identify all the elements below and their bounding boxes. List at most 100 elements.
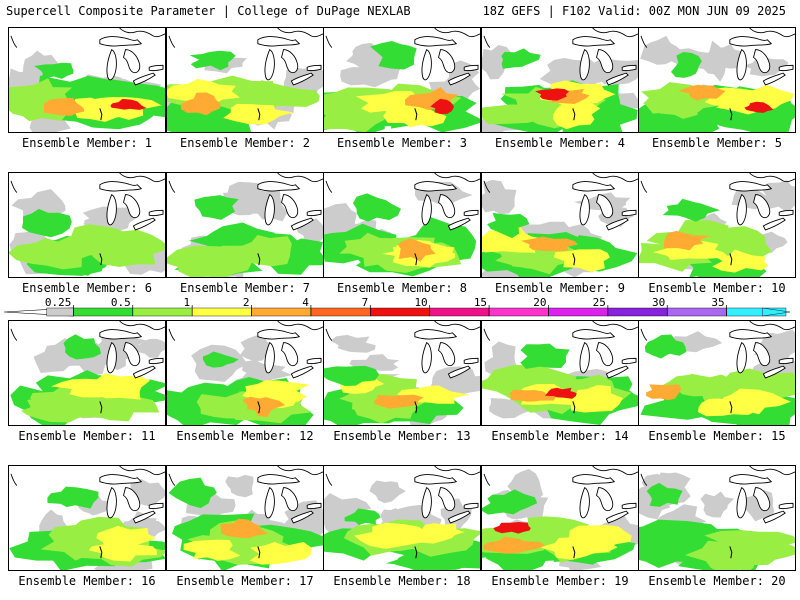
ensemble-map-8 bbox=[323, 172, 481, 278]
scp-contour-fill bbox=[662, 198, 720, 222]
scp-contour-fill bbox=[183, 539, 241, 561]
great-lakes-outline bbox=[290, 510, 314, 524]
great-lakes-outline bbox=[605, 510, 629, 524]
legend-tick-label: 1 bbox=[184, 296, 191, 309]
scp-contour-fill bbox=[567, 384, 623, 413]
scp-contour-fill bbox=[411, 523, 465, 544]
great-lakes-outline bbox=[414, 36, 458, 47]
great-lakes-outline bbox=[749, 28, 795, 38]
scp-contour-fill bbox=[383, 104, 447, 128]
model-run-info: 18Z GEFS | F102 Valid: 00Z MON JUN 09 20… bbox=[482, 4, 786, 18]
scp-contour-fill bbox=[324, 492, 372, 525]
scp-contour-fill bbox=[242, 380, 310, 404]
scp-field-map bbox=[482, 466, 638, 570]
ensemble-member-label: Ensemble Member: 10 bbox=[648, 281, 786, 295]
scp-field-map bbox=[9, 466, 165, 570]
scp-contour-fill bbox=[659, 374, 736, 398]
ensemble-member-label: Ensemble Member: 17 bbox=[176, 574, 314, 588]
scp-field-map bbox=[482, 321, 638, 425]
great-lakes-outline bbox=[119, 28, 165, 38]
legend-tick-label: 0.25 bbox=[45, 296, 72, 309]
great-lakes-outline bbox=[106, 341, 117, 374]
scp-contour-fill bbox=[330, 334, 376, 353]
great-lakes-outline bbox=[596, 342, 614, 367]
legend-tick-label: 35 bbox=[711, 296, 724, 309]
great-lakes-outline bbox=[438, 194, 456, 219]
color-legend: 0.25 0.5 1 2 4 7 10 15 20 25 30 35 bbox=[0, 296, 800, 326]
great-lakes-outline bbox=[749, 173, 795, 183]
scp-contour-fill bbox=[700, 491, 735, 518]
great-lakes-outline bbox=[257, 181, 301, 192]
scp-contour-fill bbox=[678, 84, 726, 101]
scp-contour-fill bbox=[520, 343, 570, 369]
scp-contour-fill bbox=[699, 226, 772, 258]
coastline-outline bbox=[640, 473, 648, 486]
page-title: Supercell Composite Parameter | College … bbox=[6, 4, 411, 18]
great-lakes-outline bbox=[592, 466, 638, 476]
great-lakes-outline bbox=[778, 64, 794, 72]
great-lakes-outline bbox=[592, 28, 638, 38]
ensemble-map-18 bbox=[323, 465, 481, 571]
coastline-outline bbox=[640, 180, 648, 193]
border-outline bbox=[257, 108, 261, 121]
ensemble-member-label: Ensemble Member: 9 bbox=[494, 281, 626, 295]
coastline-outline bbox=[483, 35, 491, 48]
great-lakes-outline bbox=[306, 209, 322, 217]
coastline-outline bbox=[483, 180, 491, 193]
scp-contour-fill bbox=[34, 62, 74, 79]
border-outline bbox=[257, 546, 261, 559]
scp-contour-fill bbox=[225, 474, 254, 498]
great-lakes-outline bbox=[762, 72, 786, 86]
border-outline bbox=[414, 108, 418, 121]
scp-contour-fill bbox=[21, 396, 107, 423]
scp-contour-fill bbox=[167, 245, 257, 276]
great-lakes-outline bbox=[290, 217, 314, 231]
legend-swatch bbox=[132, 307, 193, 317]
scp-field-map bbox=[639, 28, 795, 132]
scp-contour-fill bbox=[493, 522, 531, 534]
great-lakes-outline bbox=[277, 28, 323, 38]
great-lakes-outline bbox=[736, 341, 747, 374]
great-lakes-outline bbox=[281, 194, 299, 219]
border-outline bbox=[729, 401, 733, 414]
great-lakes-outline bbox=[729, 329, 773, 340]
great-lakes-outline bbox=[132, 510, 156, 524]
coastline-outline bbox=[325, 180, 333, 193]
legend-swatch bbox=[73, 307, 134, 317]
scp-contour-fill bbox=[324, 203, 357, 234]
scp-contour-fill bbox=[134, 338, 165, 358]
great-lakes-outline bbox=[257, 329, 301, 340]
great-lakes-outline bbox=[119, 173, 165, 183]
scp-contour-fill bbox=[397, 238, 436, 262]
great-lakes-outline bbox=[148, 357, 164, 365]
border-outline bbox=[99, 546, 103, 559]
legend-swatch bbox=[191, 307, 252, 317]
scp-contour-fill bbox=[553, 100, 601, 130]
scp-contour-fill bbox=[22, 208, 72, 238]
scp-contour-fill bbox=[722, 388, 791, 415]
great-lakes-outline bbox=[414, 474, 458, 485]
legend-swatch bbox=[46, 307, 74, 317]
legend-tick-label: 25 bbox=[593, 296, 606, 309]
great-lakes-outline bbox=[753, 194, 771, 219]
scp-contour-fill bbox=[566, 524, 632, 549]
great-lakes-outline bbox=[778, 209, 794, 217]
ensemble-member-label: Ensemble Member: 13 bbox=[333, 429, 471, 443]
great-lakes-outline bbox=[257, 474, 301, 485]
scp-contour-fill bbox=[712, 249, 769, 273]
scp-contour-fill bbox=[239, 333, 274, 362]
great-lakes-outline bbox=[148, 64, 164, 72]
scp-contour-fill bbox=[63, 334, 102, 360]
legend-tick-label: 10 bbox=[414, 296, 427, 309]
border-outline bbox=[572, 253, 576, 266]
ensemble-map-1 bbox=[8, 27, 166, 133]
scp-contour-fill bbox=[544, 387, 577, 399]
scp-contour-fill bbox=[189, 50, 236, 71]
great-lakes-outline bbox=[281, 49, 299, 74]
great-lakes-outline bbox=[463, 64, 479, 72]
scp-contour-fill bbox=[553, 249, 610, 272]
great-lakes-outline bbox=[447, 72, 471, 86]
legend-arrow-right bbox=[762, 307, 791, 317]
great-lakes-outline bbox=[264, 193, 275, 226]
coastline-outline bbox=[483, 473, 491, 486]
